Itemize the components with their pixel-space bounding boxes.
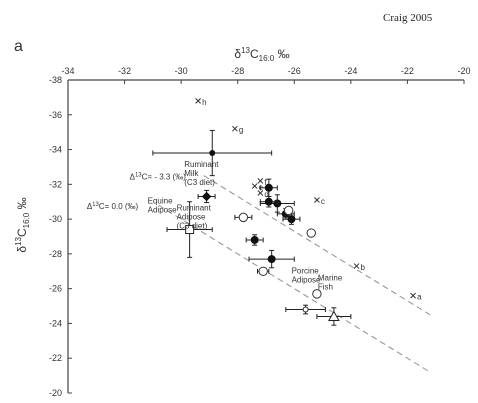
group-label: Milk (184, 169, 199, 178)
open-point (283, 205, 294, 216)
reference-line (158, 204, 431, 373)
open-point (258, 266, 268, 276)
group-label: Marine (318, 273, 343, 282)
group-label: Fish (318, 282, 333, 291)
x-axis-title: δ13C16:0 ‰ (234, 46, 289, 63)
x-tick-label: -22 (401, 66, 414, 76)
x-tick-label: -30 (175, 66, 188, 76)
cross-label: a (417, 293, 422, 302)
x-tick-label: -24 (344, 66, 357, 76)
group-label: Adipose (292, 276, 321, 285)
group-marker (328, 310, 340, 321)
cross-point (410, 292, 416, 299)
group-marker (302, 306, 309, 313)
group-marker (209, 150, 216, 157)
cross-point (195, 98, 201, 104)
y-tick-label: -24 (49, 318, 62, 328)
group-label: Porcine (292, 267, 320, 276)
y-tick-label: -26 (49, 284, 62, 294)
y-tick-label: -22 (49, 353, 62, 363)
filled-point (287, 215, 296, 224)
y-tick-label: -28 (49, 249, 62, 259)
group-label: Ruminant (177, 204, 212, 213)
open-point (306, 228, 316, 238)
cross-label: e (259, 183, 264, 192)
filled-point (250, 235, 259, 244)
filled-point (267, 255, 276, 264)
group-label: (C3 diet) (184, 178, 215, 187)
cross-point (251, 183, 258, 189)
cross-point (314, 197, 320, 203)
y-axis-title: δ13C16:0 ‰ (14, 197, 31, 252)
cross-label: c (321, 197, 325, 206)
x-axis-title-text: δ13C16:0 ‰ (234, 46, 289, 63)
cross-point (353, 263, 360, 269)
citation: Craig 2005 (383, 12, 433, 24)
cross-label: f (264, 178, 267, 187)
cross-label: b (361, 263, 366, 272)
y-tick-label: -38 (49, 75, 62, 85)
reference-line (203, 175, 431, 316)
x-tick-label: -32 (118, 66, 131, 76)
y-tick-label: -34 (49, 145, 62, 155)
y-tick-label: -32 (49, 179, 62, 189)
cross-point (257, 178, 264, 184)
y-tick-label: -36 (49, 110, 62, 120)
cross-label: g (239, 126, 243, 135)
x-tick-label: -26 (288, 66, 301, 76)
x-tick-label: -28 (231, 66, 244, 76)
cross-label: h (202, 98, 206, 107)
group-marker (185, 225, 195, 235)
y-axis-title-text: δ13C16:0 ‰ (14, 197, 31, 252)
group-label: Adipose (148, 206, 177, 215)
x-tick-label: -20 (457, 66, 470, 76)
filled-point (264, 197, 273, 206)
cross-label: d (264, 190, 268, 199)
group-label: (C3 diet) (177, 222, 208, 231)
group-label: Ruminant (184, 160, 219, 169)
open-point (238, 212, 249, 223)
cross-point (232, 125, 238, 132)
group-label: Adipose (177, 213, 206, 222)
y-tick-label: -20 (49, 388, 62, 398)
y-tick-label: -30 (49, 214, 62, 224)
cross-point (257, 190, 264, 196)
filled-point (264, 183, 273, 192)
group-marker (201, 191, 212, 202)
x-tick-label: -34 (61, 66, 74, 76)
open-point (312, 289, 322, 299)
panel-label: a (14, 38, 23, 55)
group-label: Equine (148, 197, 173, 206)
reference-line-label: Δ13C= 0.0 (‰) (87, 202, 139, 211)
reference-line-label: Δ13C= - 3.3 (‰) (130, 173, 187, 182)
